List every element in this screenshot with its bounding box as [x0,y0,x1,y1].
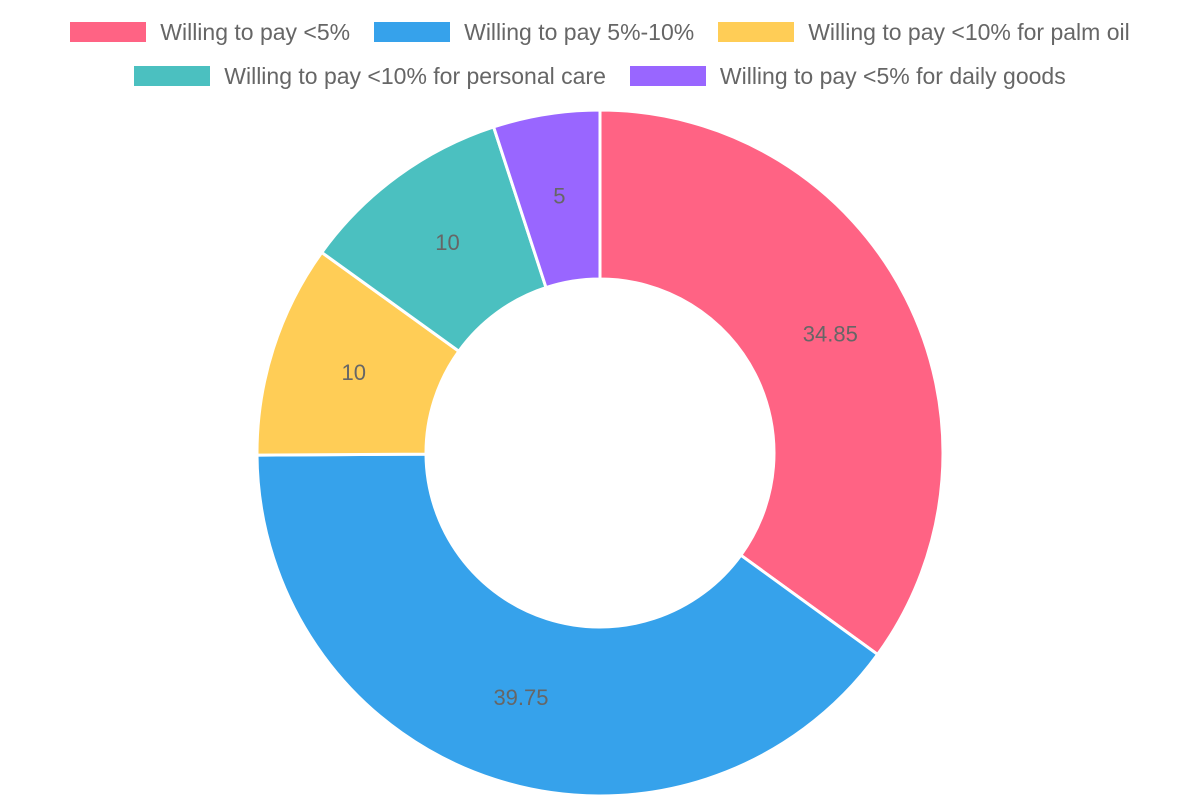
slice-3[interactable] [255,250,461,457]
legend-row-1: Willing to pay <5% Willing to pay 5%-10%… [0,14,1200,50]
data-label-1: 34.85 [803,321,858,346]
legend-label-5: Willing to pay <5% for daily goods [719,62,1066,89]
legend-item-1[interactable]: Willing to pay <5% [70,19,350,46]
slice-4[interactable] [319,125,548,354]
legend-swatch-2 [374,22,451,42]
chart-legend: Willing to pay <5% Willing to pay 5%-10%… [0,14,1200,102]
legend-label-4: Willing to pay <10% for personal care [224,62,606,89]
legend-item-4[interactable]: Willing to pay <10% for personal care [134,63,606,90]
slice-1[interactable] [598,108,945,657]
legend-label-3: Willing to pay <10% for palm oil [808,18,1130,45]
slice-2[interactable] [255,452,880,798]
legend-swatch-5 [629,66,706,86]
slice-5[interactable] [491,108,602,290]
legend-swatch-3 [718,22,795,42]
legend-item-2[interactable]: Willing to pay 5%-10% [374,19,694,46]
legend-swatch-4 [134,66,211,86]
data-label-5: 5 [553,184,565,209]
legend-item-3[interactable]: Willing to pay <10% for palm oil [718,19,1130,46]
legend-row-2: Willing to pay <10% for personal care Wi… [0,58,1200,94]
legend-label-2: Willing to pay 5%-10% [464,18,695,45]
data-label-3: 10 [342,360,366,385]
legend-label-1: Willing to pay <5% [160,18,351,45]
legend-swatch-1 [70,22,147,42]
data-label-4: 10 [435,230,459,255]
data-label-2: 39.75 [493,685,548,710]
legend-item-5[interactable]: Willing to pay <5% for daily goods [629,62,1066,90]
